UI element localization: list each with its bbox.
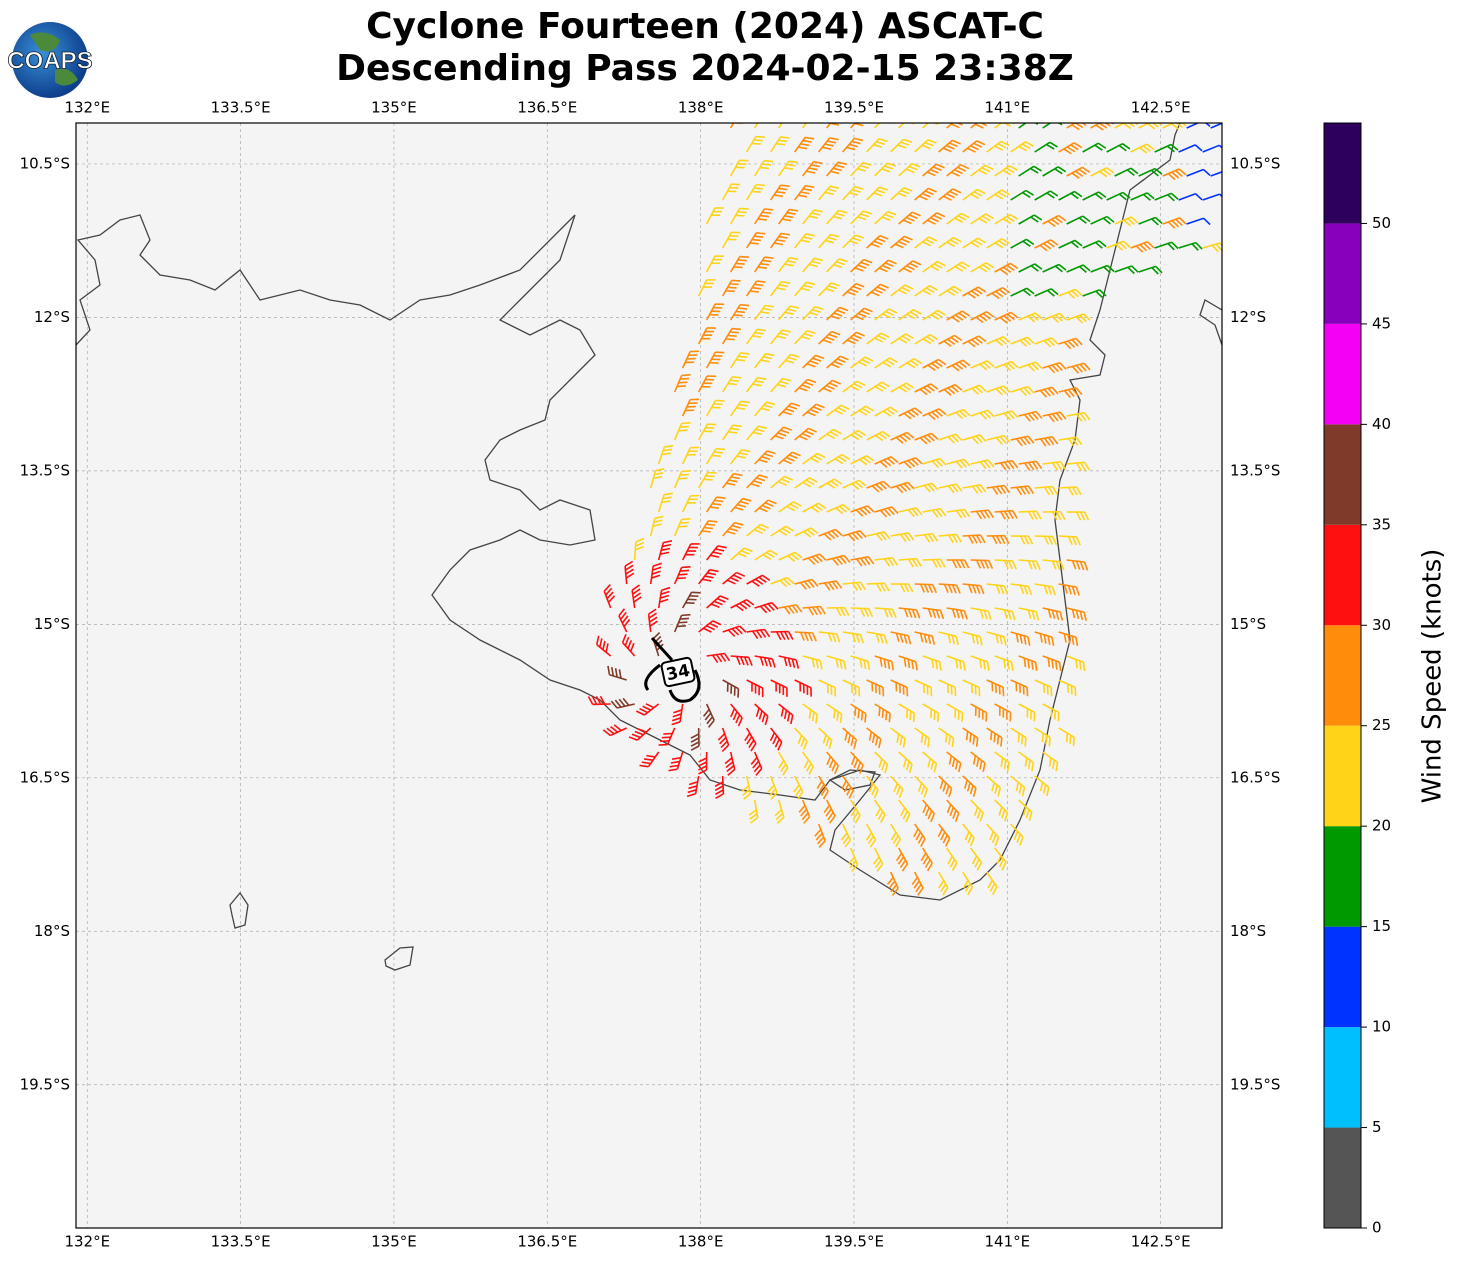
colorbar-bin [1324,927,1361,1027]
colorbar-bin [1324,625,1361,725]
barb-staff [635,542,636,560]
barb-flag [789,110,798,118]
title-line: Descending Pass 2024-02-15 23:38Z [336,48,1074,89]
barb-staff [723,776,724,794]
colorbar-bin [1324,1128,1361,1228]
colorbar-tick-label: 30 [1372,616,1391,634]
colorbar-bin [1324,424,1361,524]
barb-flag [737,112,746,119]
lon-tick-label: 142.5°E [1131,1233,1191,1251]
barb-staff [851,608,869,609]
colorbar-tick-label: 0 [1372,1219,1382,1237]
lon-tick-label: 139.5°E [824,1233,884,1251]
lon-tick-label: 132°E [64,99,110,117]
colorbar-tick-label: 45 [1372,314,1391,332]
barb-flag [884,115,893,123]
colorbar: 0 5 10 15 20 25 30 35 40 45 50 [1324,123,1391,1237]
lat-tick-label: 16.5°S [20,768,70,786]
lon-tick-label: 136.5°E [517,1233,577,1251]
barb-flag [811,113,820,121]
barb-staff [1035,536,1053,537]
colorbar-bin [1324,324,1361,424]
lon-tick-label: 138°E [678,1233,724,1251]
lon-tick-label: 139.5°E [824,99,884,117]
barb-staff [867,583,885,584]
barb-staff [915,584,933,585]
colorbar-label: Wind Speed (knots) [1418,549,1448,804]
colorbar-tick-label: 40 [1372,415,1391,433]
barb-staff [795,632,813,633]
colorbar-bin [1324,826,1361,926]
colorbar-tick-label: 20 [1372,817,1391,835]
barb-flag [764,109,773,117]
colorbar-bin [1324,525,1361,625]
lat-tick-label: 12°S [1230,308,1266,326]
lat-tick-label: 10.5°S [20,154,70,172]
barb-flag [960,114,968,123]
barb-staff [923,559,941,560]
lat-tick-label: 13.5°S [1230,461,1280,479]
logo: COAPS [7,22,92,98]
lat-tick-label: 19.5°S [1230,1075,1280,1093]
lon-tick-label: 135°E [371,1233,417,1251]
lon-tick-label: 133.5°E [211,1233,271,1251]
barb-staff [1059,487,1077,488]
barb-flag [936,113,944,122]
lon-tick-label: 136.5°E [517,99,577,117]
logo-text: COAPS [7,47,92,74]
lon-tick-label: 141°E [985,1233,1031,1251]
barb-flag [911,112,919,120]
lat-tick-label: 15°S [1230,615,1266,633]
barb-flag [1227,120,1234,129]
colorbar-tick-label: 50 [1372,214,1391,232]
title-line: Cyclone Fourteen (2024) ASCAT-C [366,6,1044,47]
lat-tick-label: 10.5°S [1230,154,1280,172]
barb-flag [786,113,795,121]
lat-tick-label: 15°S [34,615,70,633]
lon-tick-label: 142.5°E [1131,99,1191,117]
colorbar-tick-label: 25 [1372,716,1391,734]
barb-flag [887,112,896,120]
colorbar-tick-label: 5 [1372,1118,1382,1136]
lat-tick-label: 19.5°S [20,1075,70,1093]
colorbar-tick-label: 35 [1372,515,1391,533]
barb-flag [762,113,771,121]
lon-tick-label: 138°E [678,99,724,117]
barb-flag [739,109,748,116]
colorbar-bin [1324,1027,1361,1127]
colorbar-bin [1324,726,1361,826]
lat-tick-label: 12°S [34,308,70,326]
barb-flag [813,110,822,118]
lon-tick-label: 132°E [64,1233,110,1251]
lat-tick-label: 18°S [34,922,70,940]
barb-staff [1019,511,1037,512]
colorbar-bin [1324,123,1361,223]
colorbar-bin [1324,223,1361,323]
barb-flag [735,116,744,123]
barb-staff [1059,536,1077,537]
lon-tick-label: 141°E [985,99,1031,117]
lat-tick-label: 18°S [1230,922,1266,940]
lon-tick-label: 135°E [371,99,417,117]
lon-tick-label: 133.5°E [211,99,271,117]
barb-staff [971,560,989,561]
lat-tick-label: 16.5°S [1230,768,1280,786]
barb-staff [995,560,1013,561]
barb-staff [963,535,981,536]
lat-tick-label: 13.5°S [20,461,70,479]
colorbar-tick-label: 10 [1372,1018,1391,1036]
colorbar-tick-label: 15 [1372,917,1391,935]
